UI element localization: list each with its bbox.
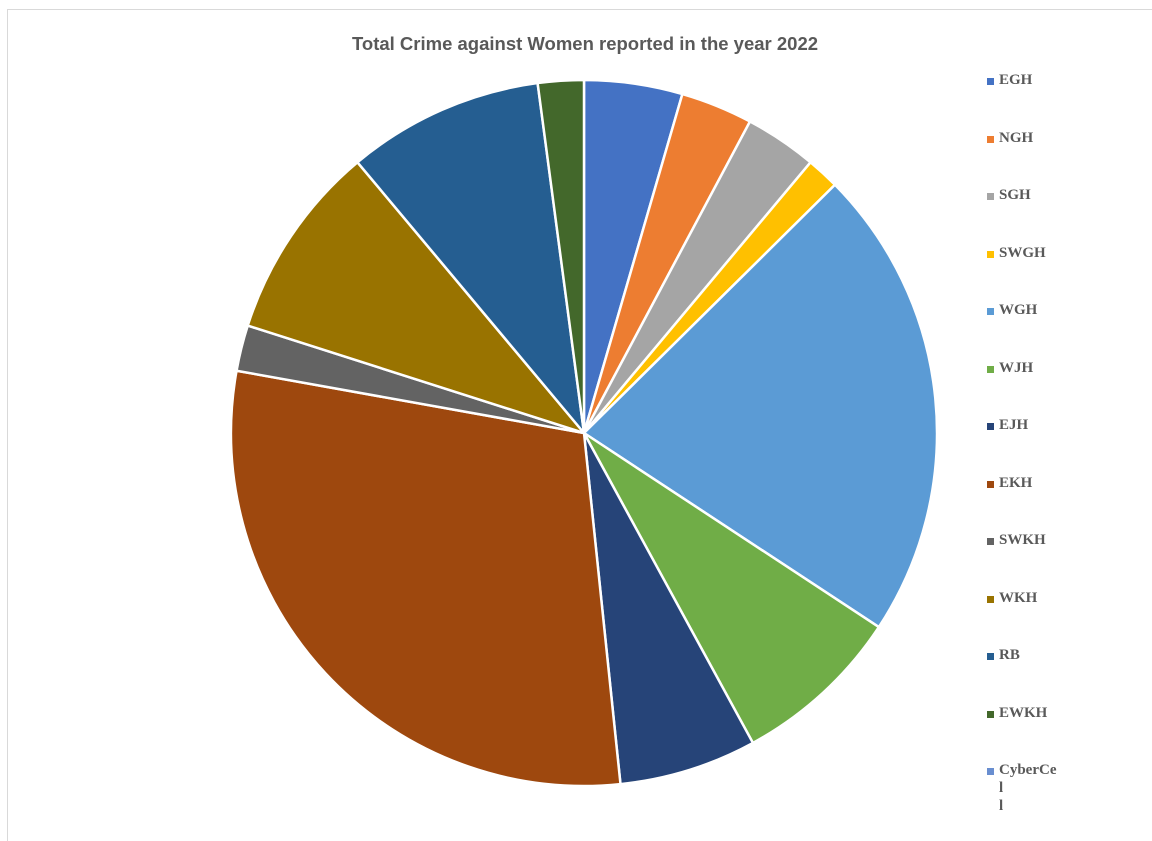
legend-swatch: [987, 193, 994, 200]
pie-slice-wkh: [246, 161, 586, 435]
legend-swatch: [987, 595, 994, 603]
chart-frame: [7, 9, 1152, 841]
legend-swatch: [987, 135, 994, 143]
legend-label: SWKH: [999, 532, 1046, 548]
pie-slice-ewkh: [536, 78, 586, 435]
legend-swatch: [987, 710, 994, 718]
chart-title: Total Crime against Women reported in th…: [351, 33, 819, 54]
legend-label: SWGH: [999, 244, 1046, 261]
legend-swatch: [987, 250, 994, 258]
legend-swatch: [987, 365, 994, 373]
pie-slice-ejh: [582, 431, 755, 786]
legend-label: SGH: [999, 187, 1031, 203]
legend-swatch: [987, 538, 994, 545]
legend-label: EGH: [999, 72, 1033, 88]
legend-label: EWKH: [999, 704, 1048, 721]
pie-slice-wjh: [582, 431, 881, 745]
legend-label: EKH: [999, 474, 1033, 491]
legend-swatch: [987, 480, 994, 488]
pie-slice-wgh: [582, 183, 939, 629]
legend-label: WGH: [999, 302, 1038, 318]
legend-label: WKH: [999, 589, 1038, 606]
legend-swatch: [987, 308, 994, 315]
pie-slice-rb: [356, 81, 586, 435]
legend-label: WJH: [999, 359, 1034, 376]
legend-label: NGH: [999, 129, 1034, 146]
legend-swatch: [987, 768, 994, 775]
legend-swatch: [987, 423, 994, 430]
legend-label: CyberCel l: [999, 762, 1057, 814]
pie-slice-ekh: [229, 369, 622, 788]
legend-label: EJH: [999, 417, 1029, 433]
legend-swatch: [987, 78, 994, 85]
legend-swatch: [987, 653, 994, 660]
legend-label: RB: [999, 647, 1020, 663]
